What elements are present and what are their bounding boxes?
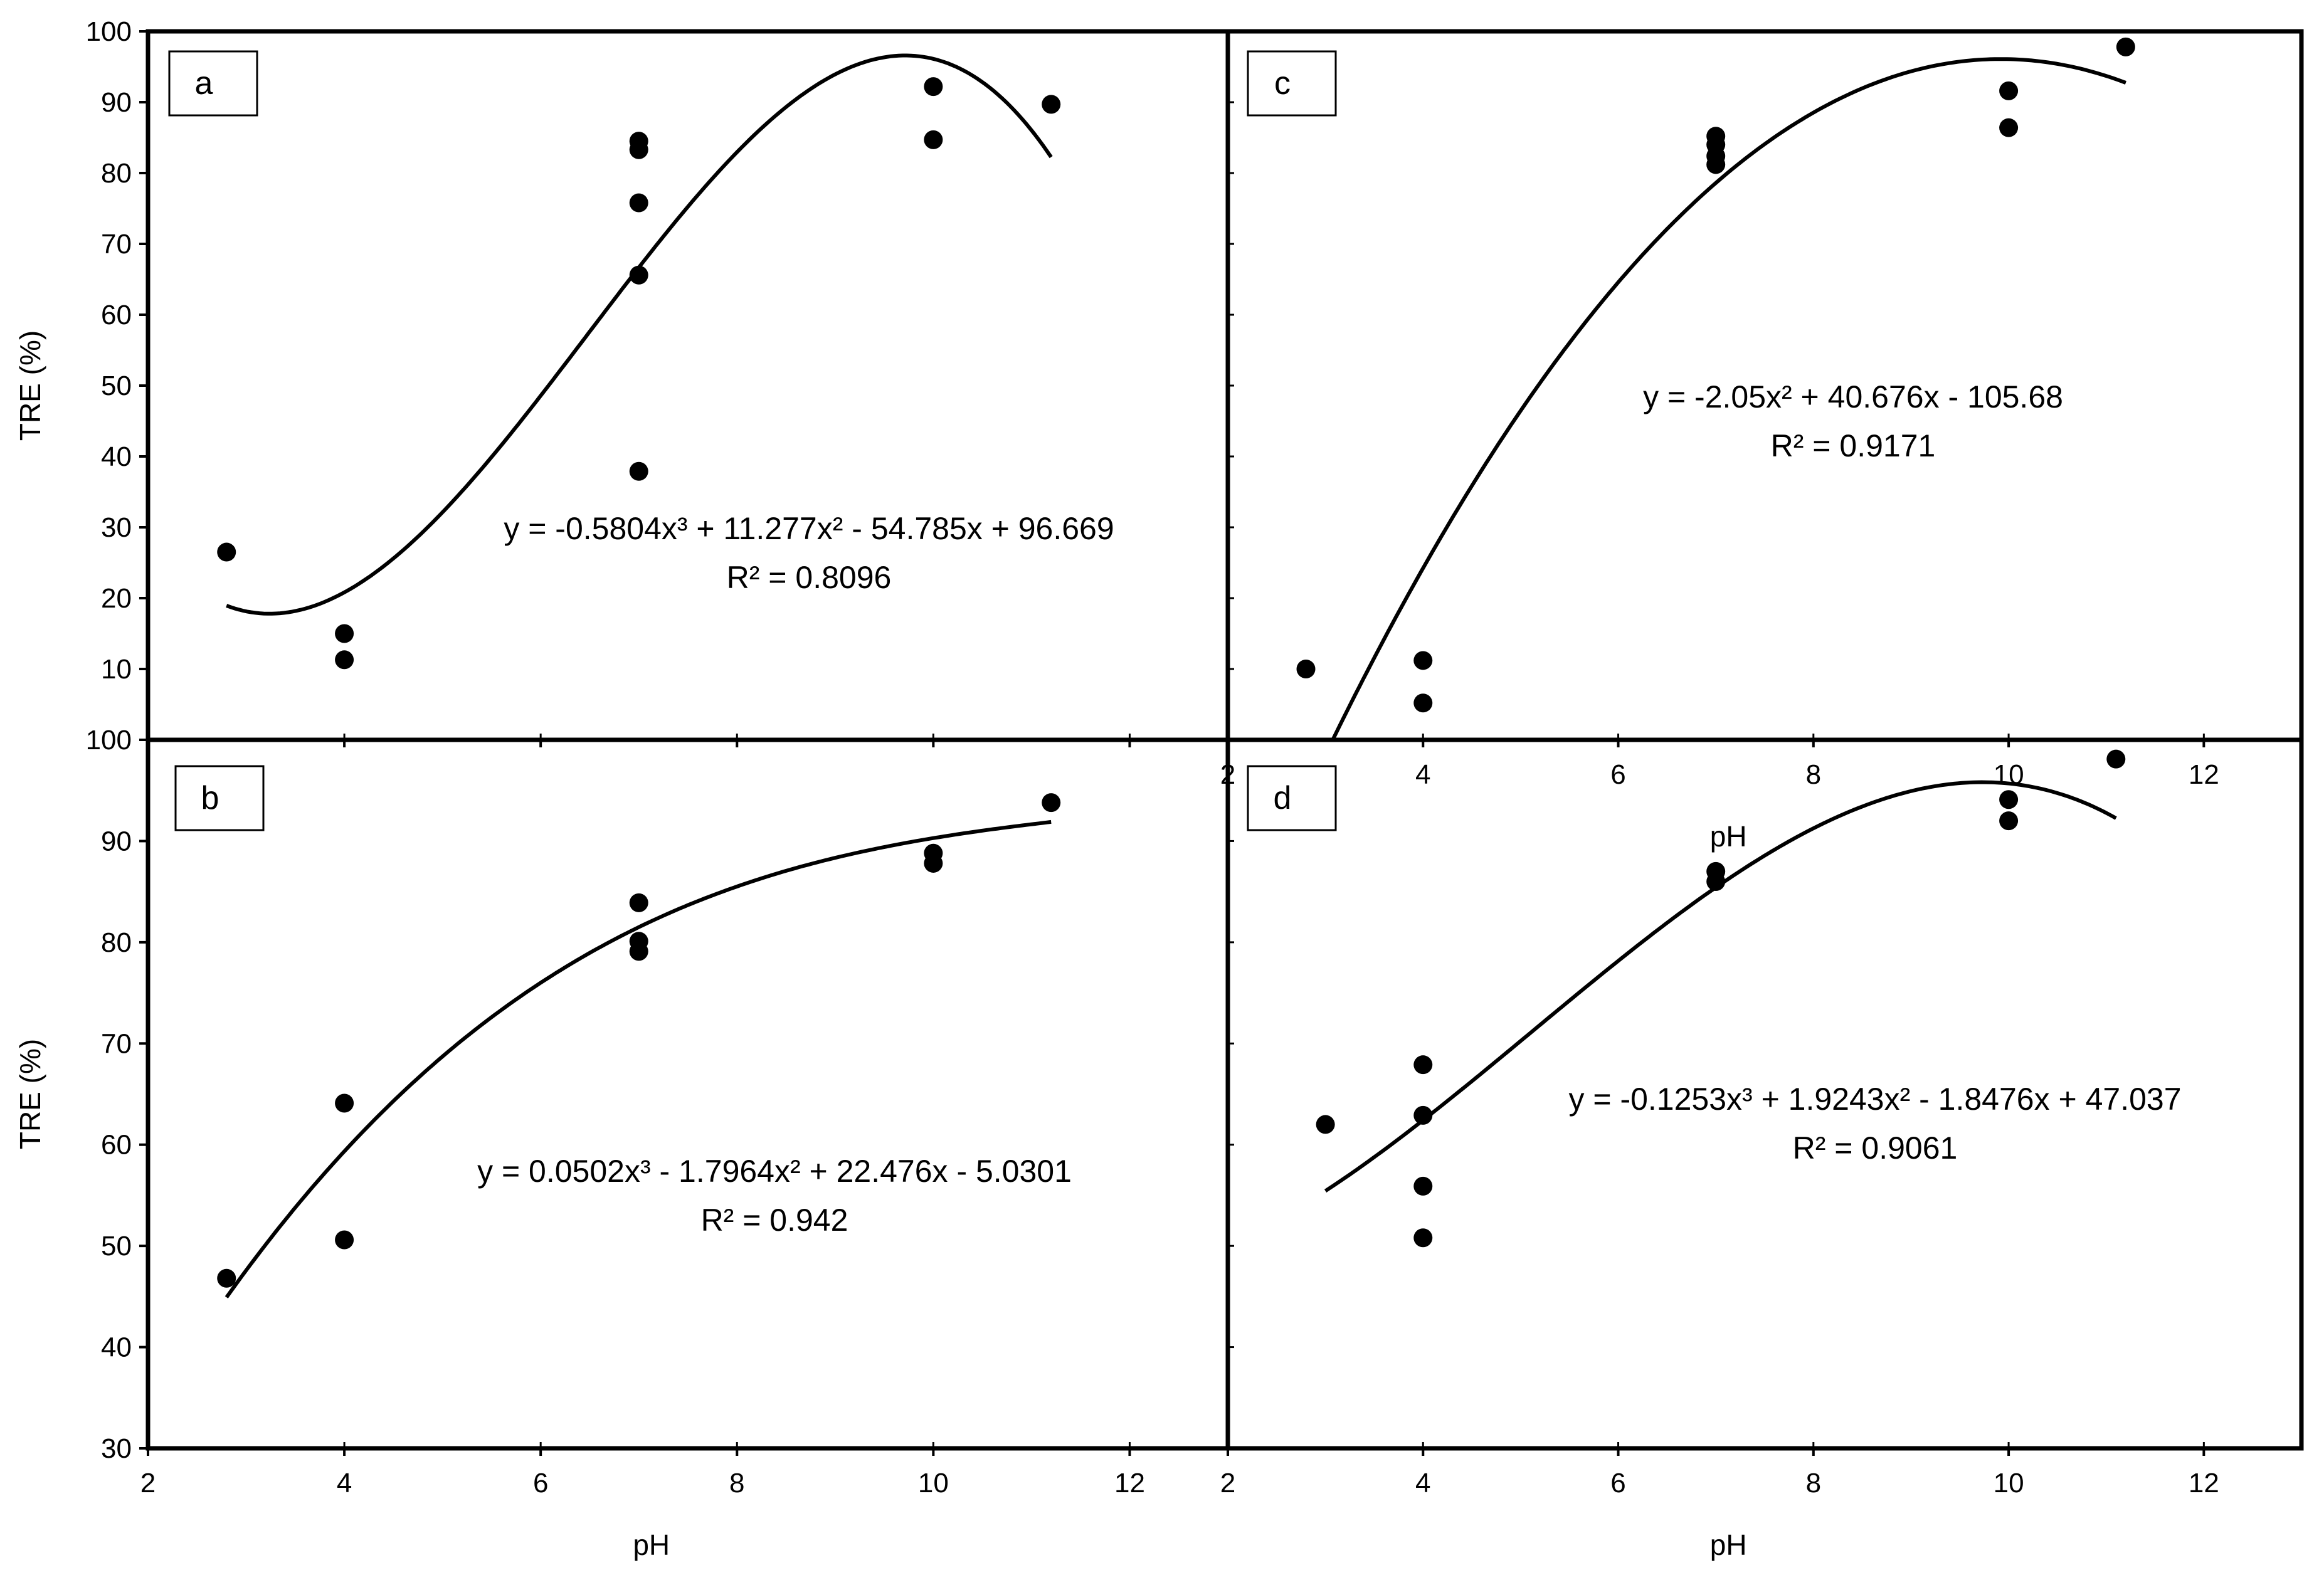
y-tick-label: 70 [101, 229, 132, 260]
data-point [217, 1268, 236, 1288]
data-point [1413, 1105, 1433, 1125]
panel-label: d [1274, 780, 1292, 816]
x-tick-label: 2 [140, 1468, 156, 1498]
panel-d: 2 4 6 8 10 12 pH y = -0.1253x³ + 1.9243x² - 1.8… [1220, 737, 2304, 1561]
data-point [217, 542, 236, 562]
panel-frame [145, 29, 1230, 742]
x-tick-label: 12 [2189, 759, 2219, 790]
x-tick-label: 4 [337, 1468, 352, 1498]
x-tick-label: 6 [1610, 1468, 1625, 1498]
x-tick-label: 4 [1415, 1468, 1430, 1498]
y-tick-label: 60 [101, 300, 132, 330]
data-point [1999, 81, 2019, 100]
y-tick-label: 40 [101, 1332, 132, 1363]
y-tick-label: 70 [101, 1028, 132, 1059]
data-point [1706, 872, 1726, 891]
data-point [335, 624, 354, 643]
y-tick-label: 50 [101, 371, 132, 401]
r-squared-label: R² = 0.9061 [1793, 1130, 1958, 1166]
panel-label-box [174, 765, 265, 831]
x-axis-title: pH [1710, 1529, 1747, 1561]
x-tick-label: 8 [729, 1468, 744, 1498]
data-point [2106, 749, 2126, 769]
data-point [1316, 1115, 1335, 1134]
data-point [1413, 651, 1433, 670]
r-squared-label: R² = 0.8096 [727, 560, 892, 595]
y-tick-label: 80 [101, 158, 132, 189]
trendline [1330, 57, 2126, 740]
panel-label: b [201, 780, 219, 816]
regression-equation: y = -0.5804x³ + 11.277x² - 54.785x + 96.… [504, 511, 1114, 546]
x-tick-label: 12 [1114, 1468, 1145, 1498]
data-point [1999, 118, 2019, 137]
panel-label: a [195, 65, 213, 102]
panel-a: 10 20 30 40 50 60 70 80 90 100 TRE (%) y = -0.5804x… [14, 16, 1230, 747]
y-tick-label: 10 [101, 654, 132, 685]
x-axis-title: pH [633, 1529, 670, 1561]
y-tick-label: 30 [101, 1433, 132, 1464]
x-tick-label: 10 [918, 1468, 949, 1498]
y-tick-label: 40 [101, 441, 132, 472]
y-tick-label: 100 [86, 16, 132, 47]
y-tick-label: 90 [101, 826, 132, 856]
data-point [629, 461, 648, 481]
regression-equation: y = 0.0502x³ - 1.7964x² + 22.476x - 5.03… [477, 1154, 1072, 1189]
y-axis-title: TRE (%) [14, 1039, 46, 1149]
panel-label-box [168, 50, 258, 117]
data-point [1999, 811, 2019, 831]
data-point [629, 265, 648, 285]
data-point [335, 1093, 354, 1113]
data-point [1706, 155, 1726, 174]
y-tick-label: 30 [101, 512, 132, 543]
data-point [1413, 693, 1433, 713]
y-tick-label: 100 [86, 725, 132, 756]
y-tick-label: 60 [101, 1130, 132, 1161]
trendline [224, 819, 1052, 1298]
y-tick-label: 50 [101, 1231, 132, 1261]
data-point [924, 853, 943, 873]
x-tick-label: 8 [1806, 759, 1821, 790]
x-tick-label: 4 [1415, 759, 1430, 790]
x-axis-title: pH [1710, 820, 1747, 853]
r-squared-label: R² = 0.9171 [1771, 428, 1936, 463]
x-tick-label: 12 [2189, 1468, 2219, 1498]
data-point [629, 140, 648, 159]
data-point [924, 130, 943, 149]
regression-equation: y = -0.1253x³ + 1.9243x² - 1.8476x + 47.… [1568, 1082, 2181, 1117]
data-point [335, 650, 354, 670]
panel-label: c [1274, 65, 1291, 102]
panel-frame [145, 737, 1230, 1451]
x-tick-label: 8 [1806, 1468, 1821, 1498]
panel-frame [1225, 737, 2304, 1451]
data-point [2116, 37, 2135, 56]
data-point [629, 193, 648, 213]
y-axis-title: TRE (%) [14, 330, 46, 441]
y-tick-label: 20 [101, 583, 132, 614]
regression-equation: y = -2.05x² + 40.676x - 105.68 [1643, 379, 2063, 414]
x-tick-label: 10 [1994, 1468, 2024, 1498]
data-point [1413, 1055, 1433, 1075]
panel-label-box [1247, 50, 1337, 117]
x-tick-label: 6 [533, 1468, 548, 1498]
data-point [1042, 793, 1061, 813]
data-point [1413, 1228, 1433, 1248]
data-point [1296, 660, 1316, 678]
data-point [1999, 790, 2019, 809]
x-tick-label: 2 [1220, 1468, 1235, 1498]
data-point [924, 77, 943, 97]
data-point [629, 893, 648, 912]
panel-b: 30 40 50 60 70 80 90 100 2 4 6 8 10 12 pH TRE (%) y = 0.… [14, 725, 1230, 1561]
y-tick-label: 80 [101, 927, 132, 958]
data-point [335, 1230, 354, 1250]
data-point [1042, 95, 1061, 114]
x-tick-label: 6 [1610, 759, 1625, 790]
y-tick-label: 90 [101, 87, 132, 118]
r-squared-label: R² = 0.942 [701, 1203, 848, 1238]
panel-label-box [1247, 765, 1337, 831]
data-point [1413, 1176, 1433, 1196]
data-point [629, 942, 648, 961]
